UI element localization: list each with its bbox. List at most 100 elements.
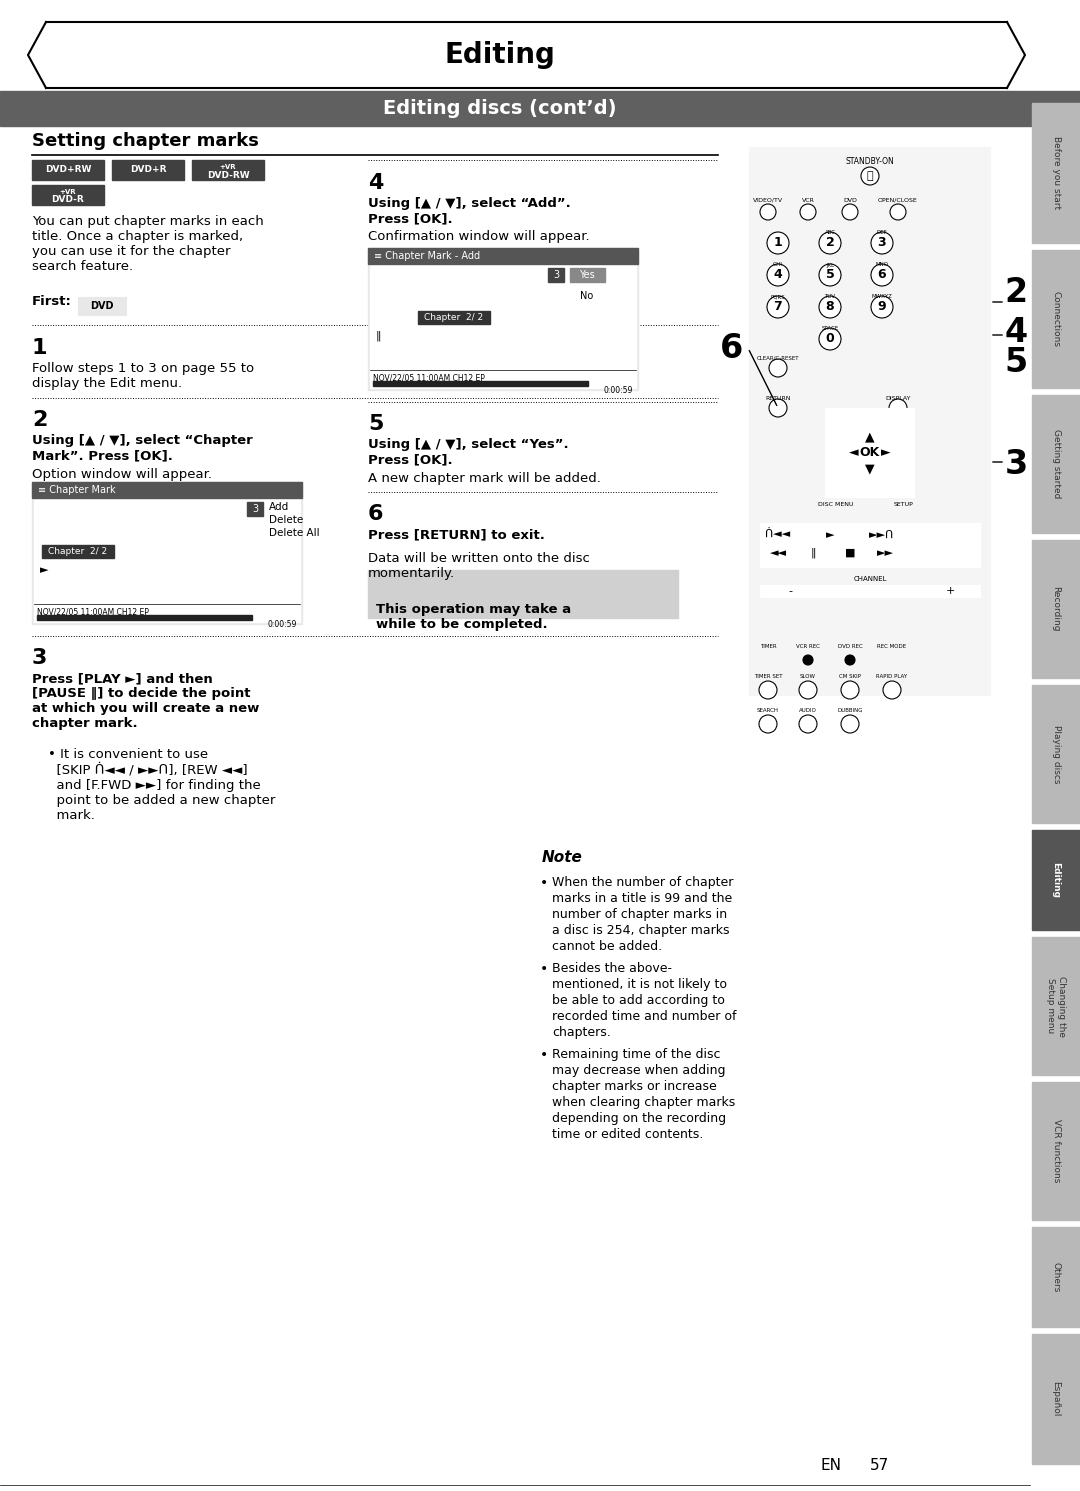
Text: ◄◄: ◄◄ xyxy=(769,549,786,558)
Circle shape xyxy=(819,264,841,286)
Circle shape xyxy=(870,264,893,286)
Circle shape xyxy=(767,264,789,286)
Text: DVD-RW: DVD-RW xyxy=(206,170,249,179)
Bar xyxy=(37,614,252,620)
Text: 6: 6 xyxy=(878,268,887,282)
Circle shape xyxy=(800,204,816,221)
Text: JKL: JKL xyxy=(826,262,834,267)
Text: Using [▲ / ▼], select “Yes”.
Press [OK].: Using [▲ / ▼], select “Yes”. Press [OK]. xyxy=(368,438,569,467)
Text: Editing: Editing xyxy=(445,40,555,69)
Text: TUV: TUV xyxy=(824,295,836,300)
Text: Chapter  2/ 2: Chapter 2/ 2 xyxy=(424,313,484,322)
Text: CHANNEL: CHANNEL xyxy=(853,576,887,581)
Text: DISPLAY: DISPLAY xyxy=(886,395,910,401)
Text: chapter marks or increase: chapter marks or increase xyxy=(552,1079,717,1093)
Text: REC MODE: REC MODE xyxy=(877,644,906,649)
Text: DVD REC: DVD REC xyxy=(838,644,862,649)
Text: Press [PLAY ►] and then
[PAUSE ‖] to decide the point
at which you will create a: Press [PLAY ►] and then [PAUSE ‖] to dec… xyxy=(32,672,259,731)
Circle shape xyxy=(870,297,893,318)
Bar xyxy=(1032,1334,1080,1464)
Text: 2: 2 xyxy=(825,237,835,249)
Text: OPEN/CLOSE: OPEN/CLOSE xyxy=(878,197,918,203)
Text: DVD: DVD xyxy=(843,197,856,203)
Circle shape xyxy=(890,204,906,221)
Circle shape xyxy=(799,681,816,699)
Text: time or edited contents.: time or edited contents. xyxy=(552,1129,703,1141)
Text: • It is convenient to use
  [SKIP ᑏ◄◄ / ►►ᑎ], [REW ◄◄]
  and [F.FWD ►►] for find: • It is convenient to use [SKIP ᑏ◄◄ / ►►… xyxy=(48,748,275,822)
Text: 3: 3 xyxy=(252,504,258,514)
Bar xyxy=(373,382,588,386)
Text: ᑏ◄◄: ᑏ◄◄ xyxy=(766,529,791,540)
Text: ►: ► xyxy=(826,529,834,540)
Bar xyxy=(570,268,605,282)
Text: Others: Others xyxy=(1052,1261,1061,1293)
Circle shape xyxy=(759,716,777,734)
Text: STANDBY-ON: STANDBY-ON xyxy=(846,158,894,167)
Text: Delete: Delete xyxy=(269,514,303,525)
Text: Connections: Connections xyxy=(1052,291,1061,347)
Bar xyxy=(1032,830,1080,930)
Text: ►►: ►► xyxy=(877,549,893,558)
Text: DVD+RW: DVD+RW xyxy=(44,166,91,174)
Text: Option window will appear.: Option window will appear. xyxy=(32,468,212,482)
Text: When the number of chapter: When the number of chapter xyxy=(552,877,733,889)
Bar xyxy=(370,264,636,388)
Text: AUDIO: AUDIO xyxy=(799,708,816,713)
Bar xyxy=(1032,103,1080,243)
Text: mentioned, it is not likely to: mentioned, it is not likely to xyxy=(552,978,727,992)
Text: Chapter  2/ 2: Chapter 2/ 2 xyxy=(49,547,108,556)
Text: 3: 3 xyxy=(878,237,887,249)
Text: DUBBING: DUBBING xyxy=(837,708,863,713)
Bar xyxy=(1032,540,1080,678)
Text: Note: Note xyxy=(542,850,583,865)
Text: 3: 3 xyxy=(32,649,48,668)
Bar xyxy=(42,546,114,558)
Text: number of chapter marks in: number of chapter marks in xyxy=(552,908,727,921)
Text: Follow steps 1 to 3 on page 55 to
display the Edit menu.: Follow steps 1 to 3 on page 55 to displa… xyxy=(32,362,254,391)
Circle shape xyxy=(861,167,879,185)
Text: ◄: ◄ xyxy=(849,446,859,459)
Text: depending on the recording: depending on the recording xyxy=(552,1112,726,1126)
Text: 4: 4 xyxy=(368,173,383,192)
Text: +: + xyxy=(945,586,955,596)
Text: Yes: Yes xyxy=(579,270,595,280)
Text: VIDEO/TV: VIDEO/TV xyxy=(753,197,783,203)
Text: 1: 1 xyxy=(773,237,782,249)
Text: Using [▲ / ▼], select “Chapter
Mark”. Press [OK].: Using [▲ / ▼], select “Chapter Mark”. Pr… xyxy=(32,434,253,462)
Circle shape xyxy=(889,400,907,417)
Circle shape xyxy=(841,681,859,699)
Text: DEF: DEF xyxy=(877,231,888,236)
Text: 0: 0 xyxy=(825,332,835,346)
Text: RETURN: RETURN xyxy=(766,395,791,401)
Text: be able to add according to: be able to add according to xyxy=(552,994,725,1006)
Circle shape xyxy=(767,233,789,253)
Bar xyxy=(33,498,300,622)
Circle shape xyxy=(841,716,859,734)
Text: Press [RETURN] to exit.: Press [RETURN] to exit. xyxy=(368,528,545,541)
Bar xyxy=(368,570,678,617)
Text: EN: EN xyxy=(820,1458,841,1473)
Text: •: • xyxy=(540,1048,549,1062)
Text: 3: 3 xyxy=(553,270,559,280)
Text: •: • xyxy=(540,962,549,977)
Bar xyxy=(368,248,638,264)
Text: DVD: DVD xyxy=(91,301,113,312)
Text: a disc is 254, chapter marks: a disc is 254, chapter marks xyxy=(552,924,729,936)
Text: Besides the above-: Besides the above- xyxy=(552,962,672,975)
Text: MNO: MNO xyxy=(876,262,889,267)
Text: chapters.: chapters. xyxy=(552,1026,611,1039)
Bar xyxy=(1032,936,1080,1075)
Bar xyxy=(32,482,302,625)
Circle shape xyxy=(842,204,858,221)
Circle shape xyxy=(759,681,777,699)
Text: SPACE: SPACE xyxy=(822,327,838,331)
Text: 5: 5 xyxy=(825,268,835,282)
Bar xyxy=(530,842,1025,1175)
Text: VCR: VCR xyxy=(801,197,814,203)
Bar xyxy=(418,312,490,324)
Bar xyxy=(1032,1082,1080,1220)
Text: PQRS: PQRS xyxy=(771,295,785,300)
Text: SEARCH: SEARCH xyxy=(757,708,779,713)
Text: 3: 3 xyxy=(1004,449,1028,482)
Text: TIMER: TIMER xyxy=(759,644,777,649)
